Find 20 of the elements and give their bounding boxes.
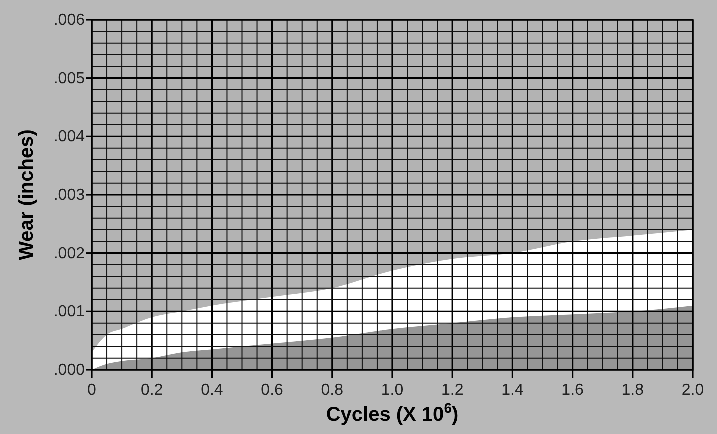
x-tick-label: 1.0	[381, 382, 404, 399]
x-tick-label: 1.6	[562, 382, 584, 399]
x-tick-label: 1.8	[622, 382, 644, 399]
y-tick-label: .000	[54, 362, 86, 379]
y-tick-label: .005	[54, 70, 86, 88]
y-tick-label: .006	[54, 12, 86, 29]
x-tick-label: 0.6	[261, 382, 284, 399]
x-axis-title: Cycles (X 10$^{6}$)	[326, 400, 459, 426]
x-tick-label: 1.4	[502, 382, 524, 399]
x-tick-label: 0.8	[321, 382, 344, 399]
x-tick-label: 0	[88, 382, 97, 399]
y-tick-label: .003	[54, 187, 86, 204]
x-tick-label: 2.0	[682, 382, 704, 399]
y-tick-label: .001	[54, 304, 86, 321]
x-tick-label: 0.4	[201, 382, 224, 399]
y-tick-label: .004	[54, 128, 86, 146]
x-tick-label: 0.2	[140, 382, 164, 399]
x-tick-label: 1.2	[441, 382, 464, 399]
y-axis-title: Wear (inches)	[16, 130, 38, 260]
y-tick-label: .002	[54, 245, 86, 262]
